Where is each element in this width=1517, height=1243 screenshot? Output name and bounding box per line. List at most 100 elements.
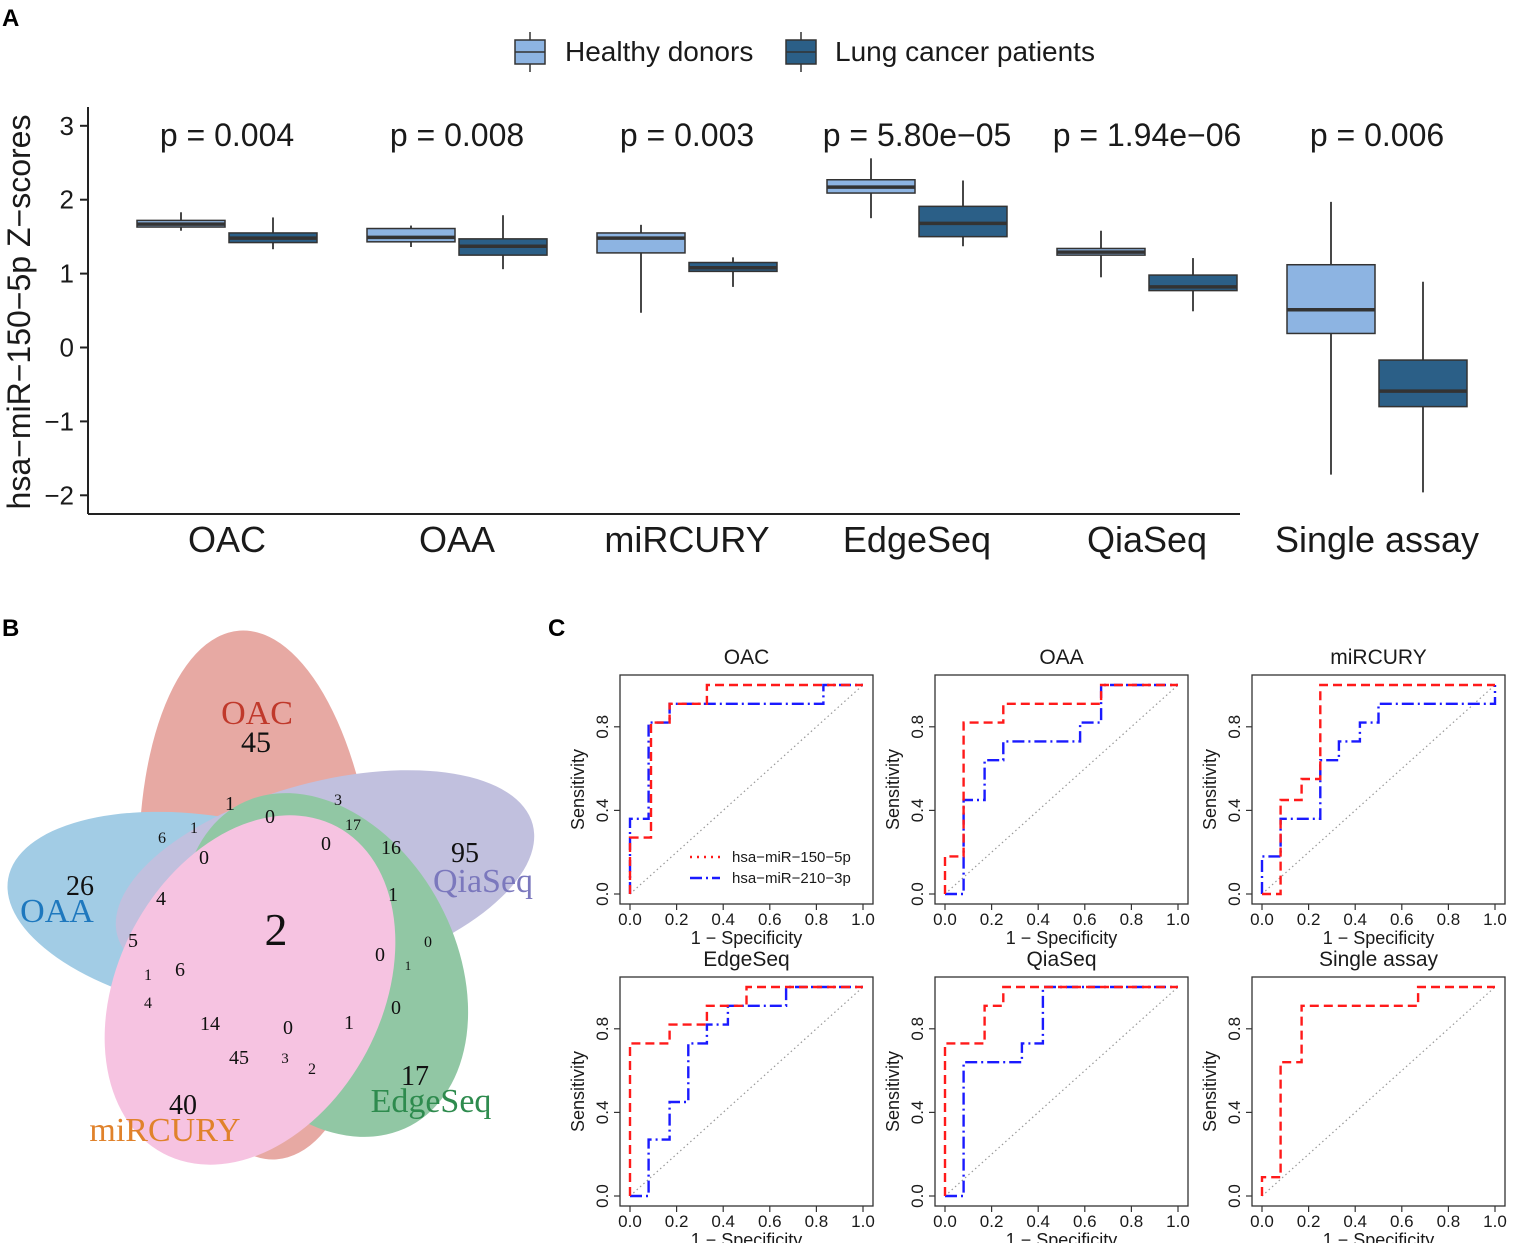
- roc-curve-mir210: [945, 985, 1178, 1198]
- y-tick-label-1: 2: [60, 185, 74, 215]
- box-body: [918, 205, 1008, 238]
- venn-count-4: 40: [169, 1090, 197, 1121]
- roc-x-tick-label: 1.0: [851, 1212, 875, 1231]
- roc-frame: [934, 976, 1189, 1207]
- roc-x-tick-label: 0.8: [805, 910, 829, 929]
- p-value-0: p = 0.004: [160, 117, 294, 153]
- y-tick-label-0: 3: [60, 111, 74, 141]
- roc-x-tick-label: 0.8: [1120, 910, 1144, 929]
- roc-curve-mir210: [945, 683, 1178, 896]
- venn-label-oaa: OAA: [20, 893, 94, 930]
- boxplot-panel: Healthy donors Lung cancer patients hsa−…: [1, 32, 1479, 560]
- venn-count-28: 45: [229, 1047, 249, 1069]
- roc-curve-mir150: [943, 985, 1178, 1196]
- x-category-3: EdgeSeq: [843, 519, 991, 560]
- venn-count-22: 1: [388, 884, 398, 906]
- roc-curve-mir150: [628, 683, 863, 894]
- roc-x-tick-label: 0.0: [618, 910, 642, 929]
- roc-title: Single assay: [1319, 948, 1439, 971]
- roc-y-label: Sensitivity: [1200, 1051, 1220, 1132]
- roc-y-label: Sensitivity: [883, 749, 903, 830]
- box-lung-0: [228, 217, 318, 250]
- roc-title: QiaSeq: [1026, 948, 1096, 971]
- venn-count-11: 1: [190, 820, 198, 837]
- roc-y-tick-label: 0.8: [908, 715, 927, 739]
- box-lung-1: [458, 215, 548, 270]
- roc-diagonal: [944, 986, 1179, 1197]
- roc-y-tick-label: 0.8: [593, 1017, 612, 1041]
- roc-x-tick-label: 0.6: [758, 1212, 782, 1231]
- roc-y-tick-label: 0.4: [1225, 1101, 1244, 1125]
- venn-count-0: 45: [241, 726, 271, 759]
- roc-y-tick-label: 0.8: [1225, 715, 1244, 739]
- roc-y-label: Sensitivity: [883, 1051, 903, 1132]
- p-value-3: p = 5.80e−05: [823, 117, 1012, 153]
- roc-frame: [1251, 976, 1506, 1207]
- x-category-5: Single assay: [1275, 519, 1479, 560]
- venn-count-15: 4: [156, 888, 166, 910]
- roc-x-tick-label: 0.4: [711, 1212, 735, 1231]
- legend-label-healthy: Healthy donors: [565, 36, 753, 67]
- venn-label-mircury: miRCURY: [89, 1112, 240, 1149]
- roc-title: OAA: [1039, 646, 1083, 669]
- venn-count-30: 2: [308, 1061, 316, 1078]
- roc-x-tick-label: 0.2: [980, 1212, 1004, 1231]
- venn-count-8: 17: [345, 817, 361, 834]
- roc-x-tick-label: 1.0: [851, 910, 875, 929]
- x-category-0: OAC: [188, 519, 266, 560]
- venn-label-oac: OAC: [221, 695, 293, 732]
- roc-x-tick-label: 0.6: [758, 910, 782, 929]
- roc-x-tick-label: 0.2: [1297, 1212, 1321, 1231]
- roc-y-tick-label: 0.0: [593, 1184, 612, 1208]
- roc-y-tick-label: 0.4: [593, 1101, 612, 1125]
- y-tick-label-4: −1: [44, 406, 74, 436]
- roc-y-tick-label: 0.0: [908, 1184, 927, 1208]
- box-body: [366, 227, 456, 243]
- x-category-1: OAA: [419, 519, 495, 560]
- roc-x-tick-label: 0.0: [1250, 910, 1274, 929]
- roc-frame: [934, 674, 1189, 905]
- venn-ellipse-mircury: [104, 815, 396, 1165]
- roc-x-tick-label: 0.2: [665, 910, 689, 929]
- roc-frame: [619, 976, 874, 1207]
- roc-y-tick-label: 0.8: [908, 1017, 927, 1041]
- venn-count-27: 0: [391, 997, 401, 1019]
- roc-legend-label-mir150: hsa−miR−150−5p: [732, 849, 851, 866]
- venn-count-26: 1: [344, 1012, 354, 1034]
- x-category-4: QiaSeq: [1087, 519, 1207, 560]
- box-healthy-4: [1056, 230, 1146, 278]
- roc-x-tick-label: 0.8: [1120, 1212, 1144, 1231]
- venn-count-17: 1: [144, 967, 152, 984]
- roc-y-label: Sensitivity: [1200, 749, 1220, 830]
- venn-count-16: 5: [128, 930, 138, 952]
- venn-count-10: 6: [158, 830, 166, 847]
- box-lung-2: [688, 257, 778, 287]
- box-body: [1286, 263, 1376, 335]
- roc-curve-mir150: [943, 683, 1178, 894]
- roc-y-tick-label: 0.0: [908, 882, 927, 906]
- boxplot-legend: Healthy donors Lung cancer patients: [514, 32, 1095, 72]
- roc-x-tick-label: 1.0: [1483, 910, 1507, 929]
- roc-x-tick-label: 0.0: [1250, 1212, 1274, 1231]
- venn-count-29: 3: [281, 1051, 289, 1067]
- panel-label-a: A: [2, 5, 19, 32]
- roc-x-tick-label: 1.0: [1166, 1212, 1190, 1231]
- venn-count-6: 1: [225, 793, 235, 815]
- boxplot-y-axis-label: hsa−miR−150−5p Z−scores: [1, 115, 37, 510]
- roc-x-tick-label: 0.4: [1026, 1212, 1050, 1231]
- roc-y-label: Sensitivity: [568, 1051, 588, 1132]
- roc-x-tick-label: 0.0: [933, 1212, 957, 1231]
- roc-x-label: 1 − Specificity: [1323, 928, 1435, 948]
- roc-y-tick-label: 0.8: [593, 715, 612, 739]
- venn-count-25: 0: [283, 1017, 293, 1039]
- venn-panel: OAC OAA QiaSeq EdgeSeq miRCURY 452695174…: [7, 630, 535, 1165]
- p-value-4: p = 1.94e−06: [1053, 117, 1242, 153]
- box-lung-5: [1378, 281, 1468, 493]
- roc-x-tick-label: 0.4: [1026, 910, 1050, 929]
- venn-label-qiaseq: QiaSeq: [433, 863, 533, 900]
- roc-title: OAC: [724, 646, 770, 669]
